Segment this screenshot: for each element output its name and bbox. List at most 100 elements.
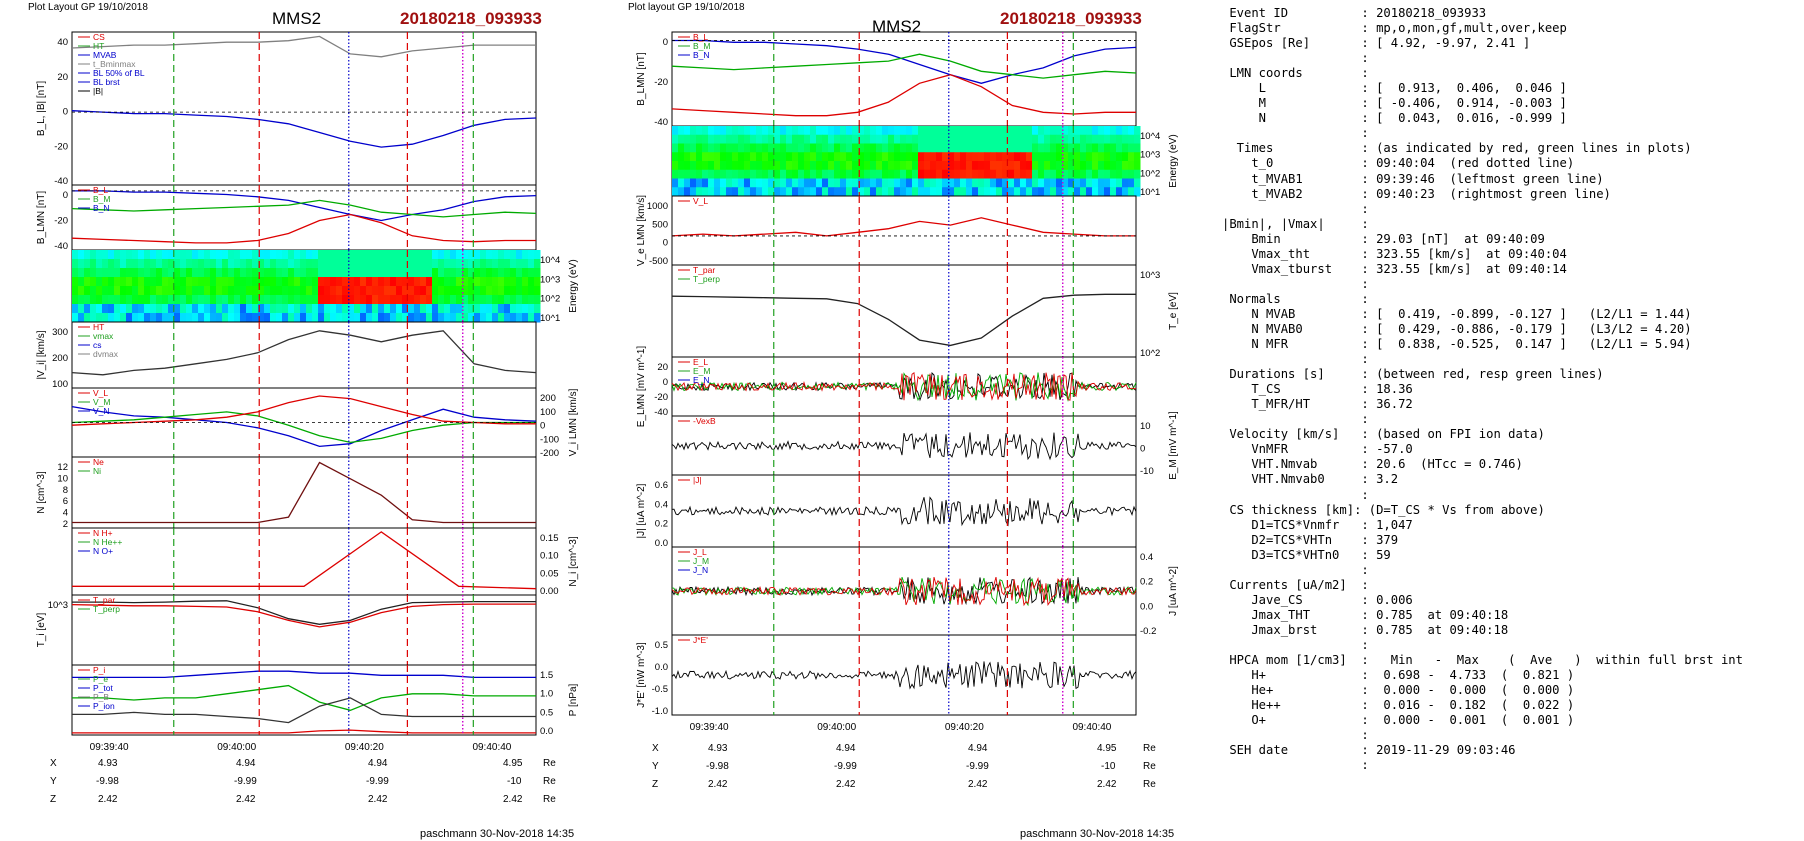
- spectrogram-cell: [948, 178, 955, 188]
- y-tick-label: 10: [1140, 421, 1151, 432]
- spectrogram-cell: [1074, 169, 1081, 179]
- spectrogram-cell: [528, 250, 535, 260]
- spectrogram-cell: [78, 268, 85, 278]
- spectrogram-cell: [516, 286, 523, 296]
- spectrogram-cell: [480, 277, 487, 287]
- spectrogram-cell: [918, 187, 925, 197]
- spectrogram-cell: [1056, 152, 1063, 162]
- spectrogram-cell: [702, 187, 709, 197]
- series-line: [72, 697, 536, 724]
- spectrogram-cell: [672, 187, 679, 197]
- legend-label: V_L: [93, 388, 108, 398]
- spectrogram-cell: [1008, 143, 1015, 153]
- spectrogram-cell: [1098, 152, 1105, 162]
- spectrogram-cell: [348, 313, 355, 323]
- spectrogram-cell: [414, 250, 421, 260]
- y-axis-label: T_i [eV]: [36, 613, 47, 648]
- spectrogram-cell: [846, 187, 853, 197]
- spectrogram-cell: [690, 178, 697, 188]
- spectrogram-cell: [336, 304, 343, 314]
- spectrogram-cell: [900, 187, 907, 197]
- spectrogram-cell: [126, 250, 133, 260]
- spectrogram-cell: [444, 277, 451, 287]
- spectrogram-cell: [810, 152, 817, 162]
- spectrogram-cell: [354, 286, 361, 296]
- spectrogram-cell: [372, 313, 379, 323]
- spectrogram-cell: [402, 250, 409, 260]
- spectrogram-cell: [786, 169, 793, 179]
- spectrogram-cell: [474, 286, 481, 296]
- spectrogram-cell: [114, 250, 121, 260]
- spectrogram-cell: [186, 295, 193, 305]
- series-line: [72, 684, 536, 711]
- spectrogram-cell: [294, 250, 301, 260]
- spectrogram-cell: [1014, 143, 1021, 153]
- summary-line: :: [1222, 637, 1369, 652]
- spectrogram-cell: [1062, 178, 1069, 188]
- spectrogram-cell: [78, 250, 85, 260]
- spectrogram-cell: [456, 277, 463, 287]
- spectrogram-cell: [1074, 187, 1081, 197]
- spectrogram-cell: [372, 286, 379, 296]
- spectrogram-cell: [180, 313, 187, 323]
- spectrogram-cell: [492, 250, 499, 260]
- time-tick-label: 09:40:40: [1072, 722, 1111, 733]
- spectrogram-cell: [168, 295, 175, 305]
- spectrogram-cell: [750, 134, 757, 144]
- spectrogram-cell: [324, 259, 331, 269]
- spectrogram-cell: [456, 286, 463, 296]
- legend-label: E_M: [693, 366, 710, 376]
- spectrogram-cell: [828, 187, 835, 197]
- spectrogram-cell: [420, 268, 427, 278]
- series-line: [71, 603, 536, 628]
- y-tick-label: -1.0: [652, 706, 668, 717]
- spectrogram-cell: [1080, 178, 1087, 188]
- spectrogram-cell: [120, 259, 127, 269]
- spectrogram-cell: [372, 304, 379, 314]
- summary-line: t_MVAB1 : 09:39:46 (leftmost green line): [1222, 171, 1604, 186]
- spectrogram-cell: [108, 250, 115, 260]
- spectrogram-cell: [294, 259, 301, 269]
- spectrogram-cell: [324, 295, 331, 305]
- summary-line: Jmax_brst : 0.785 at 09:40:18: [1222, 622, 1509, 637]
- spectrogram-cell: [678, 187, 685, 197]
- spectrogram-cell: [984, 143, 991, 153]
- spectrogram-cell: [822, 187, 829, 197]
- series-line: [72, 461, 536, 524]
- summary-line: N MVAB : [ 0.419, -0.899, -0.127 ] (L2/L…: [1222, 306, 1692, 321]
- spectrogram-cell: [972, 178, 979, 188]
- summary-line: O+ : 0.000 - 0.001 ( 0.001 ): [1222, 713, 1575, 728]
- spectrogram-cell: [900, 134, 907, 144]
- spectrogram-cell: [882, 178, 889, 188]
- spectrogram-cell: [936, 178, 943, 188]
- spectrogram-cell: [450, 268, 457, 278]
- spectrogram-cell: [318, 286, 325, 296]
- plot-panel: 200-20-40E_LMN [mV m^-1] E_LE_ME_N: [636, 346, 1137, 427]
- legend-label: Ne: [93, 457, 104, 467]
- spectrogram-cell: [204, 277, 211, 287]
- spectrogram-cell: [738, 152, 745, 162]
- spectrogram-cell: [966, 178, 973, 188]
- spectrogram-cell: [810, 169, 817, 179]
- legend-label: B_L: [93, 185, 108, 195]
- time-tick-label: 09:40:20: [945, 722, 984, 733]
- spectrogram-cell: [822, 178, 829, 188]
- spectrogram-cell: [714, 187, 721, 197]
- y-axis-label: B_LMN [nT]: [36, 191, 47, 245]
- spectrogram-cell: [738, 126, 745, 136]
- spectrogram-cell: [198, 250, 205, 260]
- spectrogram-cell: [384, 250, 391, 260]
- spectrogram-cell: [378, 259, 385, 269]
- spectrogram-cell: [78, 295, 85, 305]
- spectrogram-cell: [768, 126, 775, 136]
- spectrogram-cell: [492, 268, 499, 278]
- spectrogram-cell: [276, 259, 283, 269]
- spectrogram-cell: [936, 134, 943, 144]
- spectrogram-cell: [96, 295, 103, 305]
- spectrogram-cell: [420, 304, 427, 314]
- spectrogram-cell: [696, 187, 703, 197]
- spectrogram-cell: [1104, 143, 1111, 153]
- spectrogram-cell: [864, 178, 871, 188]
- spectrogram-cell: [390, 313, 397, 323]
